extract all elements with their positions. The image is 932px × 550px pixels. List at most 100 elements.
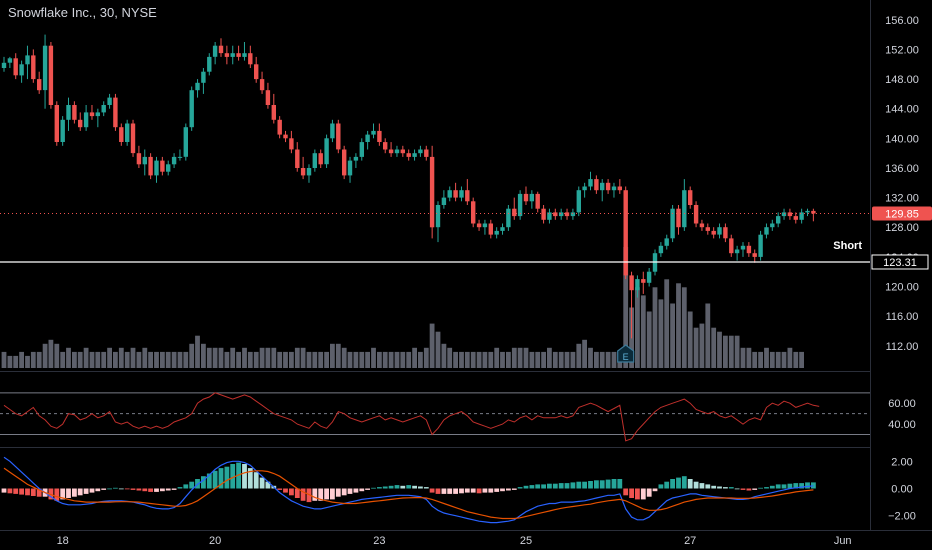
macd-histogram-bar <box>253 472 259 489</box>
volume-bar <box>547 347 552 368</box>
macd-histogram-bar <box>435 488 441 494</box>
volume-bar <box>623 247 629 368</box>
time-axis[interactable]: 18 20 23 25 27 Jun <box>57 535 852 547</box>
candle <box>72 101 77 124</box>
macd-histogram-bar <box>547 483 552 489</box>
macd-histogram-bar <box>693 481 699 489</box>
candle <box>136 145 142 168</box>
volume-bar <box>429 323 435 368</box>
candle <box>154 156 159 183</box>
candlestick-series[interactable] <box>1 34 816 339</box>
candle <box>658 242 664 257</box>
macd-histogram-bar <box>418 486 423 489</box>
candle <box>295 142 300 172</box>
candle-body <box>682 190 687 228</box>
candle <box>306 164 312 183</box>
time-axis-label: 25 <box>520 535 532 547</box>
macd-histogram-bar <box>588 481 593 489</box>
macd-histogram-bar <box>388 485 394 489</box>
macd-histogram-bar <box>171 488 177 490</box>
candle <box>113 93 118 131</box>
volume-bar <box>72 351 77 368</box>
candle <box>740 242 746 257</box>
macd-histogram-bar <box>459 488 464 494</box>
macd-histogram-bar <box>811 482 816 489</box>
macd-histogram-bar <box>464 488 470 493</box>
candle-body <box>781 212 787 217</box>
candle <box>283 130 288 143</box>
candle-body <box>658 245 664 254</box>
candle-body <box>230 53 235 57</box>
macd-histogram-bar <box>805 482 810 489</box>
volume-bar <box>353 351 359 368</box>
price-axis-tick: 120.00 <box>885 282 919 294</box>
candle-body <box>125 123 130 142</box>
candle <box>189 86 194 131</box>
candle <box>435 201 441 243</box>
macd-histogram-bar <box>517 487 523 489</box>
candle-body <box>171 156 177 165</box>
candle-body <box>453 190 458 198</box>
chart-title[interactable]: Snowflake Inc., 30, NYSE <box>8 5 157 20</box>
candle <box>201 68 206 94</box>
candle-body <box>394 149 400 154</box>
candle <box>629 271 634 339</box>
candle-body <box>611 186 617 191</box>
macd-histogram-bar <box>30 488 36 496</box>
macd-histogram-bar <box>201 476 206 489</box>
macd-histogram-bar <box>552 483 558 489</box>
candle-body <box>465 190 470 202</box>
price-axis[interactable]: 156.00 152.00 148.00 144.00 140.00 136.00 132.… <box>885 15 919 353</box>
candle-body <box>523 193 529 202</box>
volume-bar <box>605 351 611 368</box>
volume-bar <box>101 351 107 368</box>
candle-body <box>752 253 757 257</box>
macd-histogram-bar <box>154 488 159 492</box>
candle-body <box>723 227 728 239</box>
macd-histogram <box>1 462 816 503</box>
earnings-marker-label: E <box>623 352 629 362</box>
macd-axis-tick: 2.00 <box>891 456 912 468</box>
volume-bar <box>470 351 476 368</box>
volume-bar <box>588 347 593 368</box>
price-axis-tick: 148.00 <box>885 74 919 86</box>
candle <box>559 208 564 220</box>
macd-histogram-bar <box>482 488 488 493</box>
candle <box>805 208 810 217</box>
candle-body <box>31 55 36 80</box>
macd-histogram-bar <box>101 488 107 490</box>
candle <box>465 179 470 205</box>
macd-histogram-bar <box>658 484 664 489</box>
volume-bar <box>165 351 171 368</box>
macd-histogram-bar <box>429 488 435 493</box>
candle <box>429 145 435 239</box>
candle-body <box>353 156 359 161</box>
volume-bar <box>494 347 500 368</box>
volume-bar <box>42 343 48 368</box>
candle <box>535 191 540 213</box>
volume-bar <box>330 343 335 368</box>
earnings-marker[interactable]: E <box>617 344 635 363</box>
macd-histogram-bar <box>77 488 83 496</box>
candle <box>476 219 482 231</box>
volume-bar <box>118 347 124 368</box>
volume-bar <box>693 327 699 368</box>
candle <box>711 227 716 239</box>
volume-bar <box>289 351 294 368</box>
volume-bar <box>640 295 646 368</box>
volume-bar <box>48 339 54 368</box>
candle-body <box>78 119 83 128</box>
candle-body <box>535 193 540 209</box>
candle-body <box>383 142 388 150</box>
candle <box>793 212 798 224</box>
candle-body <box>400 149 405 154</box>
volume-bar <box>500 351 505 368</box>
macd-histogram-bar <box>124 488 130 490</box>
time-axis-label: 27 <box>684 535 696 547</box>
volume-bar <box>787 347 793 368</box>
macd-histogram-bar <box>576 481 582 489</box>
volume-bar <box>464 351 470 368</box>
candle-body <box>635 279 640 291</box>
candle-body <box>107 97 112 105</box>
candle-body <box>60 119 65 142</box>
